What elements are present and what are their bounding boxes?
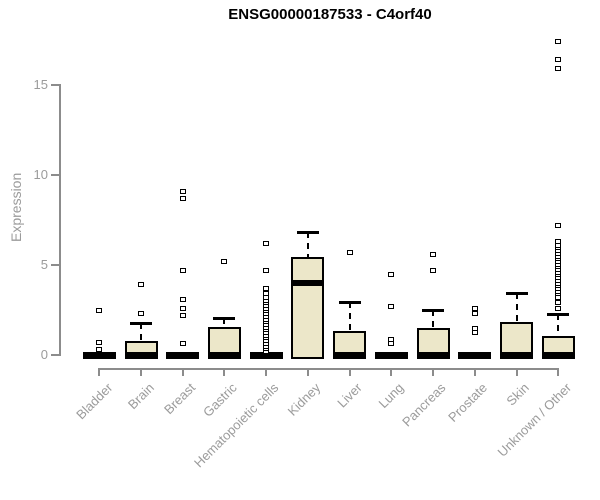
whisker-kidney	[306, 231, 309, 258]
whisker-cap-liver	[338, 300, 361, 304]
outlier-point	[263, 240, 270, 246]
box-flat-lung	[374, 352, 408, 359]
x-axis-tick	[348, 368, 351, 376]
box-flat-hematopoietic-cells	[249, 352, 283, 359]
x-axis-tick	[98, 368, 101, 376]
outlier-point	[179, 312, 186, 318]
box-flat-prostate	[458, 352, 492, 359]
x-axis-tick	[473, 368, 476, 376]
outlier-point	[138, 282, 145, 288]
chart-title: ENSG00000187533 - C4orf40	[228, 6, 432, 23]
outlier-point	[179, 195, 186, 201]
box-kidney	[291, 256, 325, 359]
outlier-point	[555, 39, 562, 45]
outlier-point	[555, 222, 562, 228]
x-axis-tick	[557, 368, 560, 376]
x-axis-tick-label: Prostate	[445, 380, 491, 425]
outlier-point	[263, 267, 270, 273]
whisker-cap-skin	[505, 291, 528, 295]
x-axis-tick	[265, 368, 268, 376]
whisker-skin	[515, 292, 518, 323]
x-axis-tick	[306, 368, 309, 376]
outlier-point	[555, 66, 562, 72]
median-unknown-other	[541, 352, 575, 358]
x-axis-tick-label: Liver	[334, 380, 366, 411]
median-brain	[124, 352, 158, 358]
y-axis-tick-label: 15	[33, 77, 48, 92]
x-axis-tick-label: Breast	[161, 380, 199, 418]
whisker-pancreas	[432, 310, 435, 329]
y-axis-tick	[51, 84, 59, 86]
outlier-point	[471, 311, 478, 317]
y-axis-tick-label: 5	[40, 257, 48, 272]
outlier-point	[263, 285, 270, 291]
x-axis-tick-label: Bladder	[72, 380, 115, 423]
x-axis-line	[98, 368, 560, 370]
y-axis-label: Expression	[8, 172, 24, 242]
outlier-point	[430, 251, 437, 257]
outlier-point	[555, 305, 562, 311]
outlier-point	[471, 305, 478, 311]
x-axis-tick	[432, 368, 435, 376]
x-axis-tick-label: Gastric	[200, 380, 241, 420]
outlier-point	[179, 267, 186, 273]
box-flat-breast	[166, 352, 200, 359]
outlier-point	[96, 307, 103, 313]
x-axis-tick	[223, 368, 226, 376]
outlier-point	[96, 347, 103, 353]
whisker-cap-brain	[130, 321, 153, 325]
y-axis-tick	[51, 174, 59, 176]
outlier-point	[263, 291, 270, 297]
outlier-point	[388, 340, 395, 346]
y-axis-tick	[51, 354, 59, 356]
x-axis-tick-label: Brain	[124, 380, 157, 413]
median-pancreas	[416, 352, 450, 358]
outlier-point	[179, 296, 186, 302]
x-axis-tick-label: Lung	[375, 380, 407, 412]
x-axis-tick	[140, 368, 143, 376]
whisker-liver	[348, 301, 351, 332]
x-axis-tick-label: Unknown / Other	[494, 380, 574, 460]
whisker-cap-pancreas	[422, 309, 445, 312]
outlier-point	[555, 239, 562, 245]
median-kidney	[291, 280, 325, 286]
outlier-point	[430, 267, 437, 273]
y-axis-tick-label: 10	[33, 167, 48, 182]
y-axis-line	[59, 84, 61, 356]
whisker-gastric	[223, 318, 226, 328]
outlier-point	[96, 339, 103, 345]
x-axis-tick	[515, 368, 518, 376]
y-axis-tick	[51, 264, 59, 266]
outlier-point	[221, 258, 228, 264]
outlier-point	[179, 188, 186, 194]
y-axis-tick-label: 0	[40, 347, 48, 362]
median-gastric	[207, 352, 241, 358]
outlier-point	[555, 57, 562, 63]
x-axis-tick-label: Kidney	[284, 380, 324, 419]
outlier-point	[346, 249, 353, 255]
outlier-point	[388, 271, 395, 277]
x-axis-tick	[181, 368, 184, 376]
whisker-brain	[140, 322, 143, 342]
outlier-point	[179, 340, 186, 346]
median-skin	[500, 352, 533, 358]
outlier-point	[555, 300, 562, 306]
outlier-point	[179, 305, 186, 311]
whisker-cap-gastric	[213, 317, 236, 321]
outlier-point	[471, 330, 478, 335]
outlier-point	[388, 303, 395, 309]
x-axis-tick	[390, 368, 393, 376]
whisker-cap-kidney	[296, 230, 319, 234]
x-axis-tick-label: Pancreas	[399, 380, 449, 430]
whisker-unknown-other	[557, 313, 560, 337]
box-flat-bladder	[82, 352, 116, 359]
whisker-cap-unknown-other	[547, 312, 570, 316]
median-liver	[333, 352, 367, 358]
outlier-point	[138, 311, 145, 317]
x-axis-tick-label: Skin	[503, 380, 533, 409]
